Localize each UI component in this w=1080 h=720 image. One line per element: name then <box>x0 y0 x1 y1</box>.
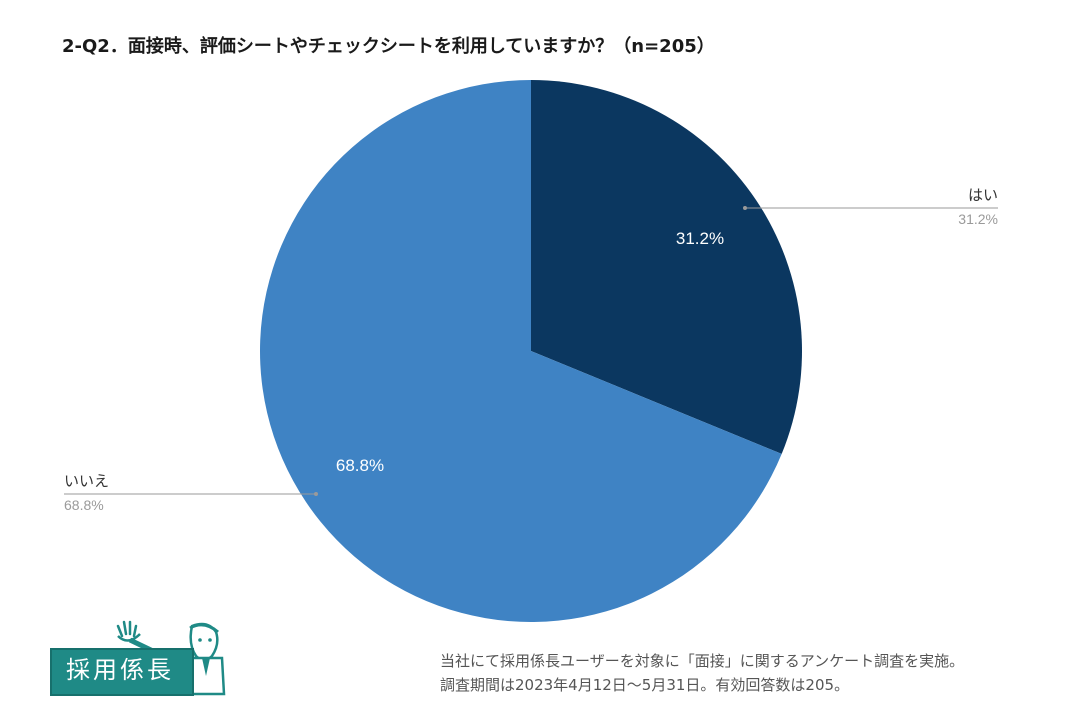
callout-dot-no <box>314 492 318 496</box>
legend-value-no: 68.8% <box>64 497 104 513</box>
legend-name-yes: はい <box>968 186 998 204</box>
logo-text: 採用係長 <box>66 656 174 684</box>
legend-name-no: いいえ <box>64 472 109 490</box>
company-logo: 採用係長 <box>46 618 226 696</box>
footnote-line-2: 調査期間は2023年4月12日〜5月31日。有効回答数は205。 <box>440 676 850 694</box>
pie-slice-yes <box>531 80 803 454</box>
logo-box <box>50 648 194 696</box>
survey-footnote: 当社にて採用係長ユーザーを対象に「面接」に関するアンケート調査を実施。 調査期間… <box>440 649 964 697</box>
legend-value-yes: 31.2% <box>958 211 998 227</box>
chart-title: 2-Q2．面接時、評価シートやチェックシートを利用していますか？（n=205） <box>62 36 715 57</box>
callout-dot-yes <box>743 206 747 210</box>
pie-label-no: 68.8% <box>336 456 384 475</box>
footnote-line-1: 当社にて採用係長ユーザーを対象に「面接」に関するアンケート調査を実施。 <box>440 652 965 670</box>
pie-label-yes: 31.2% <box>676 229 724 248</box>
pie-slice-no <box>260 80 782 622</box>
